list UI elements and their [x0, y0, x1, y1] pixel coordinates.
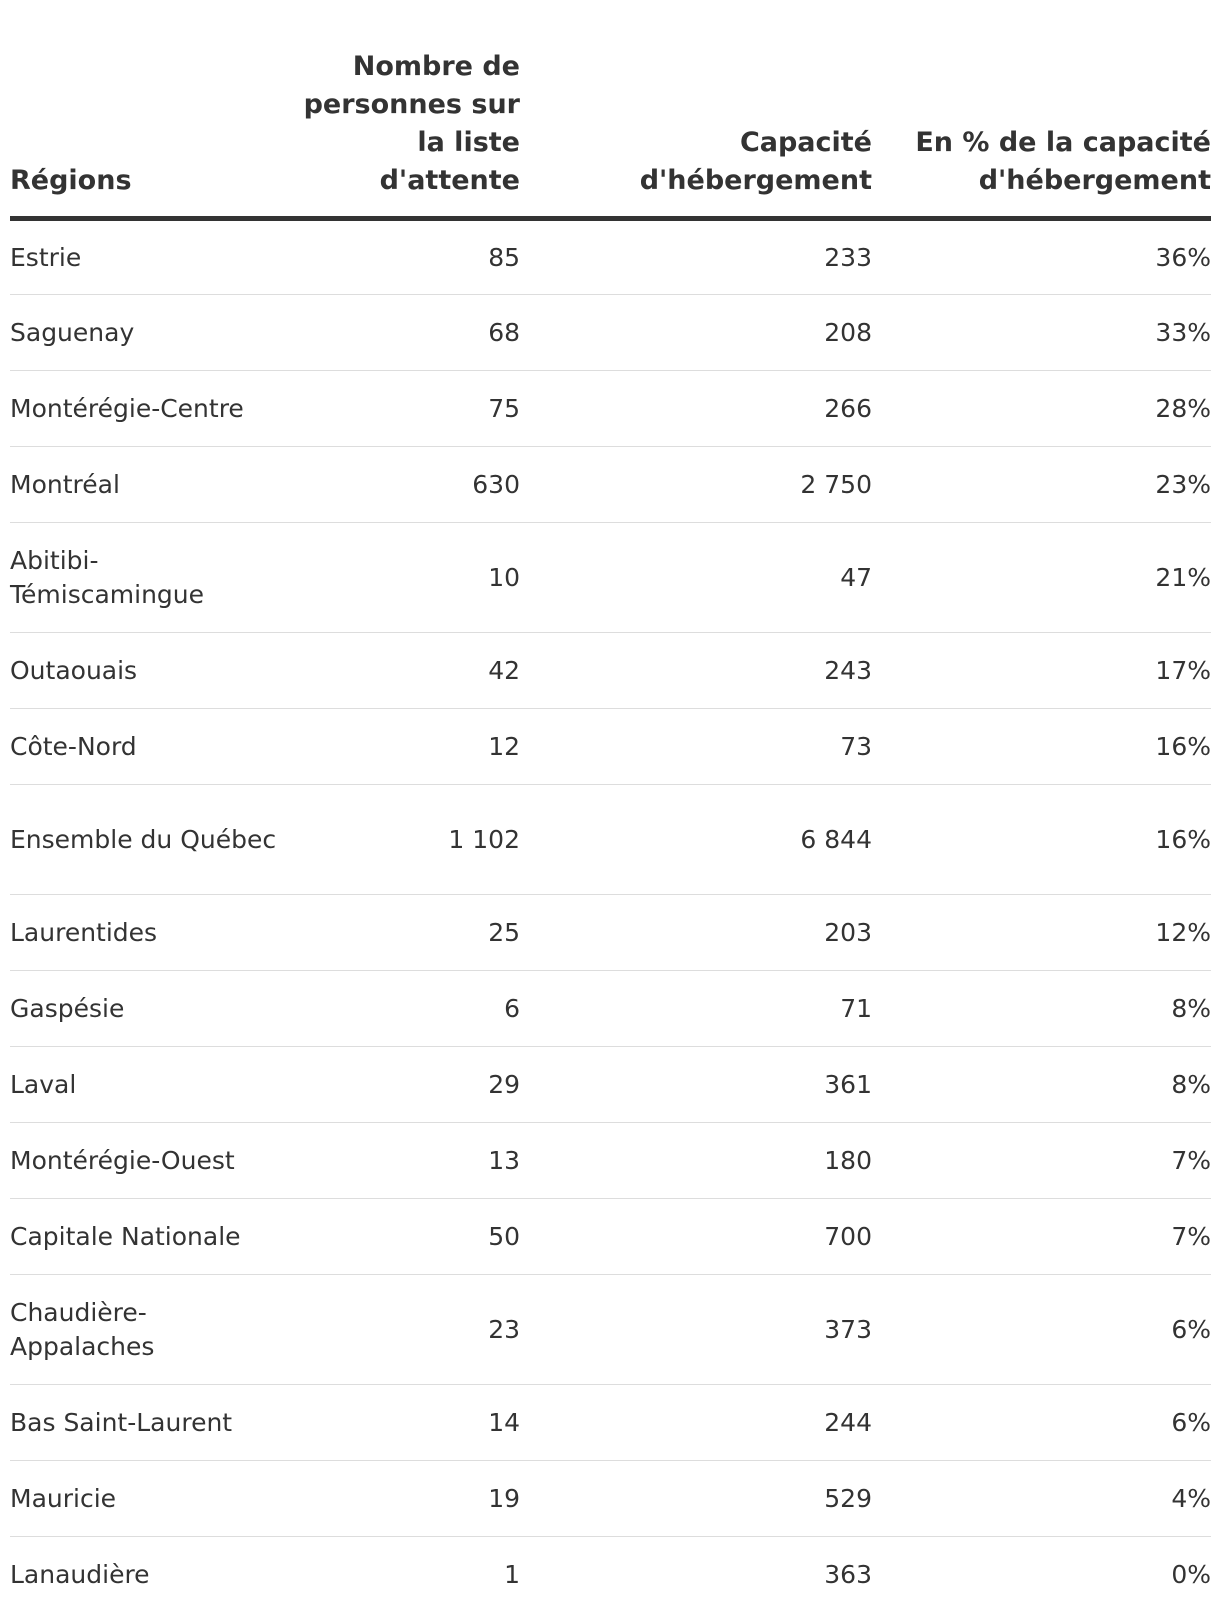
capacity-cell: 208 [520, 294, 872, 371]
waiting-count-cell: 12 [280, 708, 520, 785]
region-cell: Gaspésie [10, 970, 280, 1047]
waiting-count-cell: 29 [280, 1046, 520, 1123]
waiting-count-cell: 23 [280, 1274, 520, 1385]
header-row: Régions Nombre de personnes sur la liste… [10, 48, 1211, 221]
percent-cell: 7% [872, 1198, 1211, 1275]
capacity-cell: 243 [520, 632, 872, 709]
table-row: Outaouais 42 243 17% [10, 632, 1211, 709]
waiting-count-cell: 6 [280, 970, 520, 1047]
region-cell: Saguenay [10, 294, 280, 371]
waiting-count-cell: 85 [280, 218, 520, 295]
region-cell: Laval [10, 1046, 280, 1123]
table-row: Ensemble du Québec 1 102 6 844 16% [10, 784, 1211, 895]
percent-cell: 16% [872, 708, 1211, 785]
percent-cell: 17% [872, 632, 1211, 709]
waiting-count-cell: 630 [280, 446, 520, 523]
table-row: Lanaudière 1 363 0% [10, 1537, 1211, 1613]
percent-cell: 12% [872, 894, 1211, 971]
percent-cell: 0% [1171, 1559, 1211, 1589]
waiting-count-cell: 75 [280, 370, 520, 447]
table-row: Estrie 85 233 36% [10, 218, 1211, 295]
capacity-cell: 266 [520, 370, 872, 447]
percent-cell: 28% [872, 370, 1211, 447]
region-cell: Ensemble du Québec [10, 784, 280, 895]
percent-cell: 23% [872, 446, 1211, 523]
waiting-count-cell: 50 [280, 1198, 520, 1275]
percent-cell: 8% [872, 970, 1211, 1047]
table-header: Régions Nombre de personnes sur la liste… [10, 48, 1211, 221]
region-cell: Montérégie-Centre [10, 370, 280, 447]
capacity-cell: 73 [520, 708, 872, 785]
table-body: Estrie 85 233 36% Saguenay 68 208 33% Montérégie… [10, 218, 1211, 1613]
table-row: Abitibi-Témiscamingue 10 47 21% [10, 522, 1211, 633]
table-row: Chaudière-Appalaches 23 373 6% [10, 1274, 1211, 1385]
table-row: Laurentides 25 203 12% [10, 894, 1211, 971]
capacity-cell: 361 [520, 1046, 872, 1123]
region-cell: Capitale Nationale [10, 1198, 280, 1275]
region-cell: Montréal [10, 446, 280, 523]
header-percent-capacity: En % de la capacité d'hébergement [872, 48, 1211, 221]
region-cell: Outaouais [10, 632, 280, 709]
region-cell: Estrie [10, 218, 280, 295]
waiting-count-cell: 1 102 [280, 784, 520, 895]
region-cell: Côte-Nord [10, 708, 280, 785]
table-row: Gaspésie 6 71 8% [10, 970, 1211, 1047]
region-cell: Mauricie [10, 1460, 280, 1537]
waiting-count-cell: 1 [504, 1559, 520, 1589]
percent-cell: 21% [872, 522, 1211, 633]
table-row: Saguenay 68 208 33% [10, 294, 1211, 371]
waiting-list-table: Régions Nombre de personnes sur la liste… [10, 48, 1211, 1613]
capacity-cell: 71 [520, 970, 872, 1047]
waiting-count-cell: 25 [280, 894, 520, 971]
capacity-cell: 700 [520, 1198, 872, 1275]
table-row: Côte-Nord 12 73 16% [10, 708, 1211, 785]
table-row: Capitale Nationale 50 700 7% [10, 1198, 1211, 1275]
region-cell: Chaudière-Appalaches [10, 1274, 280, 1385]
table-row: Mauricie 19 529 4% [10, 1460, 1211, 1537]
waiting-count-cell: 19 [280, 1460, 520, 1537]
waiting-count-cell: 13 [280, 1122, 520, 1199]
percent-cell: 36% [872, 218, 1211, 295]
region-cell: Laurentides [10, 894, 280, 971]
table-row: Montréal 630 2 750 23% [10, 446, 1211, 523]
waiting-count-cell: 14 [280, 1384, 520, 1461]
percent-cell: 33% [872, 294, 1211, 371]
percent-cell: 16% [872, 784, 1211, 895]
region-cell: Lanaudière [10, 1559, 150, 1589]
capacity-cell: 6 844 [520, 784, 872, 895]
data-table-container: Régions Nombre de personnes sur la liste… [10, 48, 1211, 1613]
table-row: Montérégie-Ouest 13 180 7% [10, 1122, 1211, 1199]
capacity-cell: 363 [824, 1559, 872, 1589]
percent-cell: 7% [872, 1122, 1211, 1199]
percent-cell: 8% [872, 1046, 1211, 1123]
region-cell: Abitibi-Témiscamingue [10, 522, 280, 633]
capacity-cell: 47 [520, 522, 872, 633]
table-row: Montérégie-Centre 75 266 28% [10, 370, 1211, 447]
header-regions: Régions [10, 48, 280, 221]
waiting-count-cell: 42 [280, 632, 520, 709]
waiting-count-cell: 10 [280, 522, 520, 633]
percent-cell: 6% [872, 1274, 1211, 1385]
region-cell: Bas Saint-Laurent [10, 1384, 280, 1461]
waiting-count-cell: 68 [280, 294, 520, 371]
capacity-cell: 180 [520, 1122, 872, 1199]
header-capacity: Capacité d'hébergement [520, 48, 872, 221]
capacity-cell: 244 [520, 1384, 872, 1461]
capacity-cell: 233 [520, 218, 872, 295]
capacity-cell: 2 750 [520, 446, 872, 523]
percent-cell: 6% [872, 1384, 1211, 1461]
header-waiting-list: Nombre de personnes sur la liste d'atten… [280, 48, 520, 221]
percent-cell: 4% [872, 1460, 1211, 1537]
table-row: Bas Saint-Laurent 14 244 6% [10, 1384, 1211, 1461]
capacity-cell: 373 [520, 1274, 872, 1385]
capacity-cell: 203 [520, 894, 872, 971]
table-row: Laval 29 361 8% [10, 1046, 1211, 1123]
capacity-cell: 529 [520, 1460, 872, 1537]
region-cell: Montérégie-Ouest [10, 1122, 280, 1199]
